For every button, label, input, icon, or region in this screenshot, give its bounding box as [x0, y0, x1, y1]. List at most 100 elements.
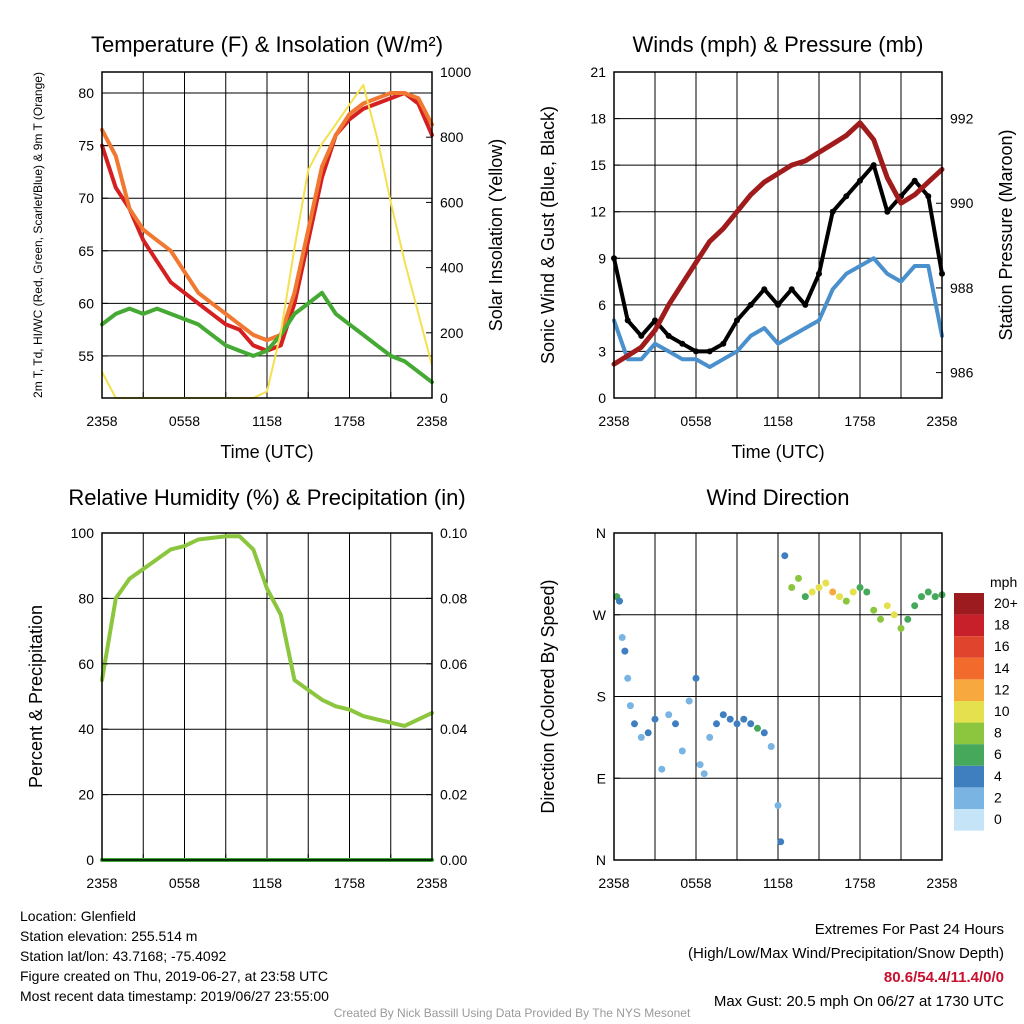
x-tick-label: 1758	[334, 875, 365, 891]
y-tick-label: 20	[78, 787, 94, 803]
extremes-panel: Extremes For Past 24 Hours (High/Low/Max…	[688, 918, 1004, 1014]
direction-point	[726, 715, 734, 723]
y2-tick-label: 0.00	[440, 852, 467, 868]
legend-label: 18	[994, 617, 1010, 633]
y-axis-label-left: 2m T, Td, HI/WC (Red, Green, Scarlet/Blu…	[31, 72, 45, 398]
chart-title: Temperature (F) & Insolation (W/m²)	[91, 32, 443, 57]
series-line-9m-t	[100, 91, 434, 343]
gust-point	[788, 286, 795, 293]
x-tick-label: 0558	[680, 413, 711, 429]
direction-point	[774, 802, 782, 809]
y-tick-label: 6	[598, 297, 606, 313]
figure-created: Figure created on Thu, 2019-06-27, at 23…	[20, 968, 328, 984]
x-tick-label: 1758	[844, 875, 875, 891]
direction-point	[740, 715, 748, 723]
x-tick-label: 0558	[169, 413, 200, 429]
direction-point	[616, 597, 623, 605]
direction-point	[836, 593, 843, 601]
y-tick-label: S	[597, 689, 606, 705]
direction-point	[685, 697, 693, 705]
direction-point	[849, 588, 857, 596]
direction-point	[890, 611, 898, 619]
y-tick-label: 100	[71, 525, 95, 541]
y-axis-label-left: Percent & Precipitation	[26, 605, 46, 788]
y2-tick-label: 0.02	[440, 787, 467, 803]
x-tick-label: 1158	[763, 875, 793, 891]
direction-point	[795, 574, 802, 582]
direction-point	[678, 747, 686, 755]
direction-point	[897, 624, 905, 632]
legend-label: 6	[994, 746, 1002, 762]
station-info: Location: Glenfield Station elevation: 2…	[20, 906, 329, 1006]
gust-point	[829, 208, 836, 215]
chart-title: Wind Direction	[706, 485, 849, 510]
gust-point	[638, 332, 645, 339]
x-tick-label: 1158	[763, 413, 793, 429]
direction-point	[624, 674, 632, 682]
y2-tick-label: 0.04	[440, 721, 467, 737]
legend-swatch	[954, 593, 984, 615]
series-line-td	[100, 290, 434, 385]
y2-tick-label: 1000	[440, 64, 471, 80]
y-tick-label: 60	[78, 656, 94, 672]
gust-point	[911, 177, 918, 184]
legend-label: 20+	[994, 595, 1018, 611]
station-location: Location: Glenfield	[20, 908, 136, 924]
max-gust: Max Gust: 20.5 mph On 06/27 at 1730 UTC	[713, 993, 1004, 1010]
x-tick-label: 2358	[416, 875, 447, 891]
direction-point	[760, 729, 768, 737]
y2-tick-label: 0.06	[440, 656, 467, 672]
x-tick-label: 2358	[86, 413, 117, 429]
recent-timestamp: Most recent data timestamp: 2019/06/27 2…	[20, 988, 329, 1004]
direction-point	[618, 634, 626, 641]
direction-point	[904, 615, 912, 623]
legend-label: 14	[994, 660, 1010, 676]
extremes-values: 80.6/54.4/11.4/0/0	[883, 969, 1004, 986]
gust-point	[816, 270, 822, 277]
y-tick-label: 80	[78, 85, 94, 101]
legend-label: 8	[994, 725, 1002, 741]
direction-point	[754, 724, 761, 732]
direction-point	[631, 720, 638, 728]
y-tick-label: 80	[78, 590, 94, 606]
x-tick-label: 1158	[252, 875, 282, 891]
direction-point	[672, 720, 679, 728]
direction-point	[801, 593, 809, 601]
x-tick-label: 1158	[252, 413, 282, 429]
direction-point	[733, 720, 741, 728]
direction-point	[842, 597, 850, 605]
direction-point	[911, 602, 919, 610]
gust-point	[652, 317, 658, 324]
legend-swatch	[954, 787, 984, 809]
legend-swatch	[954, 809, 984, 831]
direction-point	[644, 729, 652, 737]
legend-swatch	[954, 636, 984, 658]
legend-swatch	[954, 679, 984, 701]
series-line-relative-humidity	[100, 534, 434, 728]
direction-point	[626, 702, 634, 710]
legend-label: 12	[994, 681, 1010, 697]
x-tick-label: 0558	[169, 875, 200, 891]
y-axis-label-right: Station Pressure (Maroon)	[996, 129, 1016, 340]
direction-point	[863, 588, 871, 596]
legend-label: 2	[994, 789, 1002, 805]
x-tick-label: 2358	[926, 875, 957, 891]
y-tick-label: W	[593, 607, 607, 623]
y-tick-label: 0	[86, 852, 94, 868]
y2-tick-label: 0	[440, 390, 448, 406]
x-tick-label: 0558	[680, 875, 711, 891]
direction-point	[815, 584, 823, 591]
legend-swatch	[954, 744, 984, 766]
x-tick-label: 1758	[844, 413, 875, 429]
y2-tick-label: 992	[950, 111, 974, 127]
y-tick-label: 15	[590, 157, 606, 173]
y-axis-label-right: Solar Insolation (Yellow)	[486, 139, 506, 331]
plot-frame	[101, 71, 433, 399]
y-tick-label: 65	[78, 243, 94, 259]
gust-point	[747, 301, 754, 308]
y-tick-label: 0	[598, 390, 606, 406]
direction-point	[767, 743, 775, 750]
direction-point	[696, 761, 704, 769]
gust-point	[775, 301, 781, 308]
gust-point	[857, 177, 863, 184]
